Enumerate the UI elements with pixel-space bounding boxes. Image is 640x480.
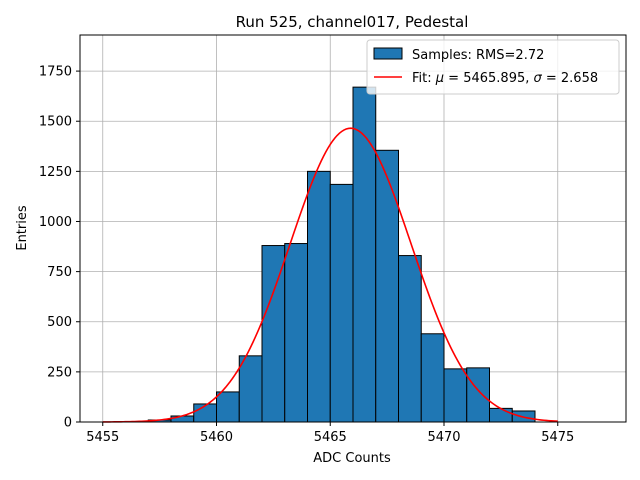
legend-fit-label: Fit: μ = 5465.895, σ = 2.658 [412, 71, 598, 86]
legend-histogram-label: Samples: RMS=2.72 [412, 48, 544, 63]
y-tick-label: 1000 [39, 215, 72, 230]
x-axis-label: ADC Counts [313, 451, 391, 466]
x-tick-label: 5470 [427, 430, 460, 445]
histogram-bar [420, 333, 445, 423]
histogram-bar [307, 170, 331, 423]
fit-curve [102, 127, 558, 423]
histogram-bar [238, 355, 263, 423]
y-tick-label: 1750 [39, 65, 72, 80]
histogram-bar [489, 407, 513, 423]
y-tick-label: 750 [47, 265, 72, 280]
histogram-bar [329, 183, 354, 423]
histogram-bar [352, 86, 377, 423]
y-tick-label: 500 [47, 315, 72, 330]
histogram-bar [466, 367, 490, 423]
histogram-bar [170, 415, 195, 423]
y-tick-label: 1250 [39, 165, 72, 180]
chart-title: Run 525, channel017, Pedestal [236, 13, 469, 31]
legend-bar-swatch [373, 47, 403, 60]
histogram-bar [375, 149, 399, 423]
legend-box [366, 39, 620, 95]
y-tick-label: 0 [64, 416, 72, 431]
plot-area: 5455 5460 5465 5470 5475 0 250 500 750 1000 1250 15… [39, 34, 627, 445]
legend: Samples: RMS=2.72 Fit: μ = 5465.895, σ =… [366, 39, 620, 95]
x-tick-label: 5455 [86, 430, 119, 445]
histogram-bar [398, 255, 422, 423]
y-tick-label: 1500 [39, 115, 72, 130]
x-tick-label: 5460 [200, 430, 233, 445]
histogram-bar [443, 368, 468, 423]
x-tick-label: 5475 [541, 430, 574, 445]
histogram-bar [216, 391, 240, 423]
y-tick-label: 250 [47, 365, 72, 380]
histogram-bar [284, 243, 308, 423]
axes-frame [79, 34, 627, 423]
y-axis-label: Entries [15, 205, 30, 251]
x-tick-label: 5465 [314, 430, 347, 445]
